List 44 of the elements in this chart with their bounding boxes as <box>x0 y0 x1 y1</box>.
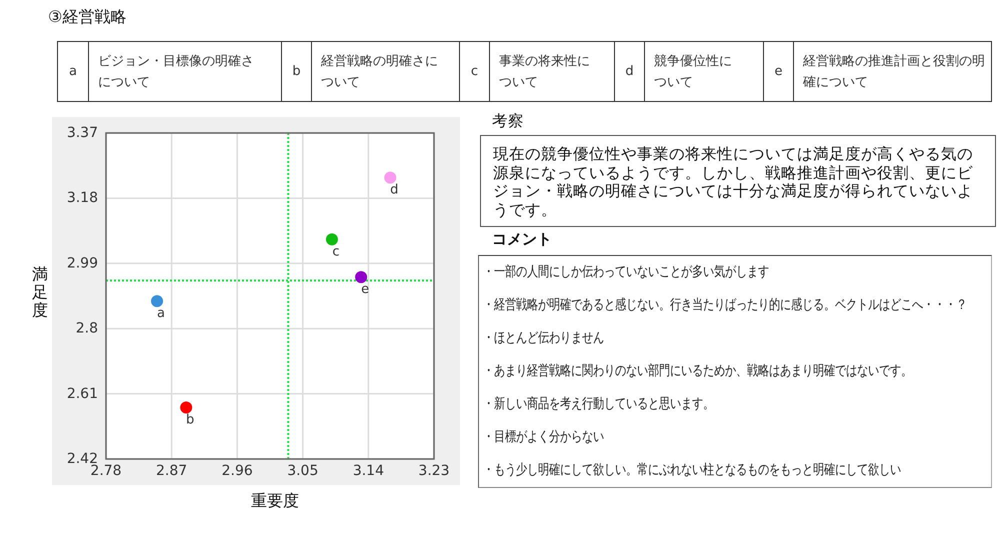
x-tick-label: 2.78 <box>90 463 122 479</box>
text: ③経営戦略 <box>48 7 126 28</box>
text: 経営戦略の推進計画と役割の明確について <box>803 52 986 92</box>
series-label: e <box>361 282 370 298</box>
x-tick-label: 2.96 <box>222 463 253 479</box>
point <box>355 271 368 284</box>
y-axis-title: 満足度 <box>32 264 48 320</box>
text: ビジョン・目標像の明確さについて <box>98 52 255 92</box>
text: a <box>69 64 77 79</box>
text: c <box>470 64 478 79</box>
text: 競争優位性について <box>654 52 733 92</box>
y-tick-label: 2.61 <box>66 386 98 402</box>
x-tick-label: 3.23 <box>418 463 450 479</box>
point <box>326 233 338 246</box>
series-label: c <box>332 244 340 260</box>
text: コメント <box>492 230 552 249</box>
y-tick-label: 3.18 <box>66 190 98 206</box>
text: d <box>625 64 634 79</box>
point <box>180 402 192 414</box>
point <box>151 295 164 308</box>
point <box>384 172 396 184</box>
text: ・ほとんど伝わりません <box>483 329 604 347</box>
series-label: a <box>157 306 166 322</box>
y-tick-label: 2.99 <box>66 255 98 272</box>
x-tick-label: 3.14 <box>352 463 384 479</box>
text: 事業の将来性について <box>499 52 591 92</box>
y-tick-label: 3.37 <box>66 125 98 141</box>
text: ・新しい商品を考え行動していると思います。 <box>483 395 714 413</box>
x-tick-label: 3.05 <box>287 463 318 479</box>
text: ・目標がよく分からない <box>483 428 604 446</box>
x-axis-title: 重要度 <box>251 491 299 510</box>
series-label: b <box>186 412 194 428</box>
text: ・一部の人間にしか伝わっていないことが多い気がします <box>483 263 769 281</box>
text: b <box>292 64 301 79</box>
text: 考察 <box>492 111 524 132</box>
y-tick-label: 2.8 <box>76 320 98 337</box>
text: ・もう少し明確にして欲しい。常にぶれない柱となるものをもっと明確にして欲しい <box>483 461 901 479</box>
text: ・経営戦略が明確であると感じない。行き当たりばったり的に感じる。ベクトルはどこへ・・・？ <box>483 296 967 314</box>
series-label: d <box>390 182 398 198</box>
text: ・あまり経営戦略に関わりのない部門にいるためか、戦略はあまり明確ではないです。 <box>483 362 912 380</box>
text: e <box>774 64 782 79</box>
text: 経営戦略の明確さについて <box>321 52 439 92</box>
x-tick-label: 2.87 <box>156 463 188 479</box>
text: 現在の競争優位性や事業の将来性については満足度が高くやる気の源泉になっているようです。しかし、戦略推進計画や役割、更にビジョン・戦略の明確さについては十分な満足度が得られていないようです。 <box>493 145 973 220</box>
